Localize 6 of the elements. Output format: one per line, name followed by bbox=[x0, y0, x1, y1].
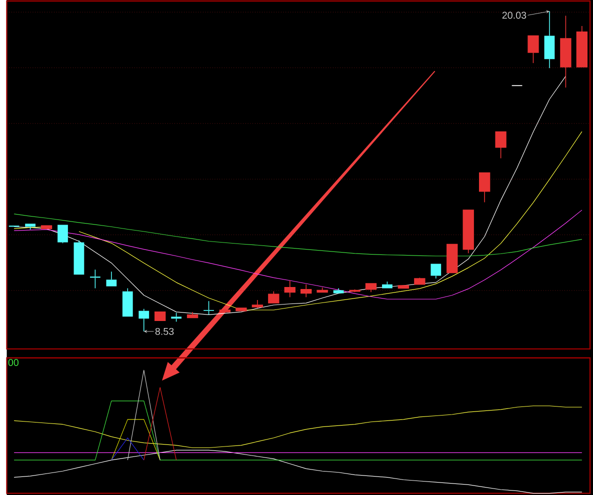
text: 00 bbox=[8, 358, 19, 366]
candlestick bbox=[300, 284, 312, 298]
candlestick bbox=[560, 15, 572, 88]
candlestick bbox=[284, 280, 296, 298]
annotation: 8.53 bbox=[155, 328, 174, 335]
annotation: 20.03 bbox=[502, 12, 526, 19]
